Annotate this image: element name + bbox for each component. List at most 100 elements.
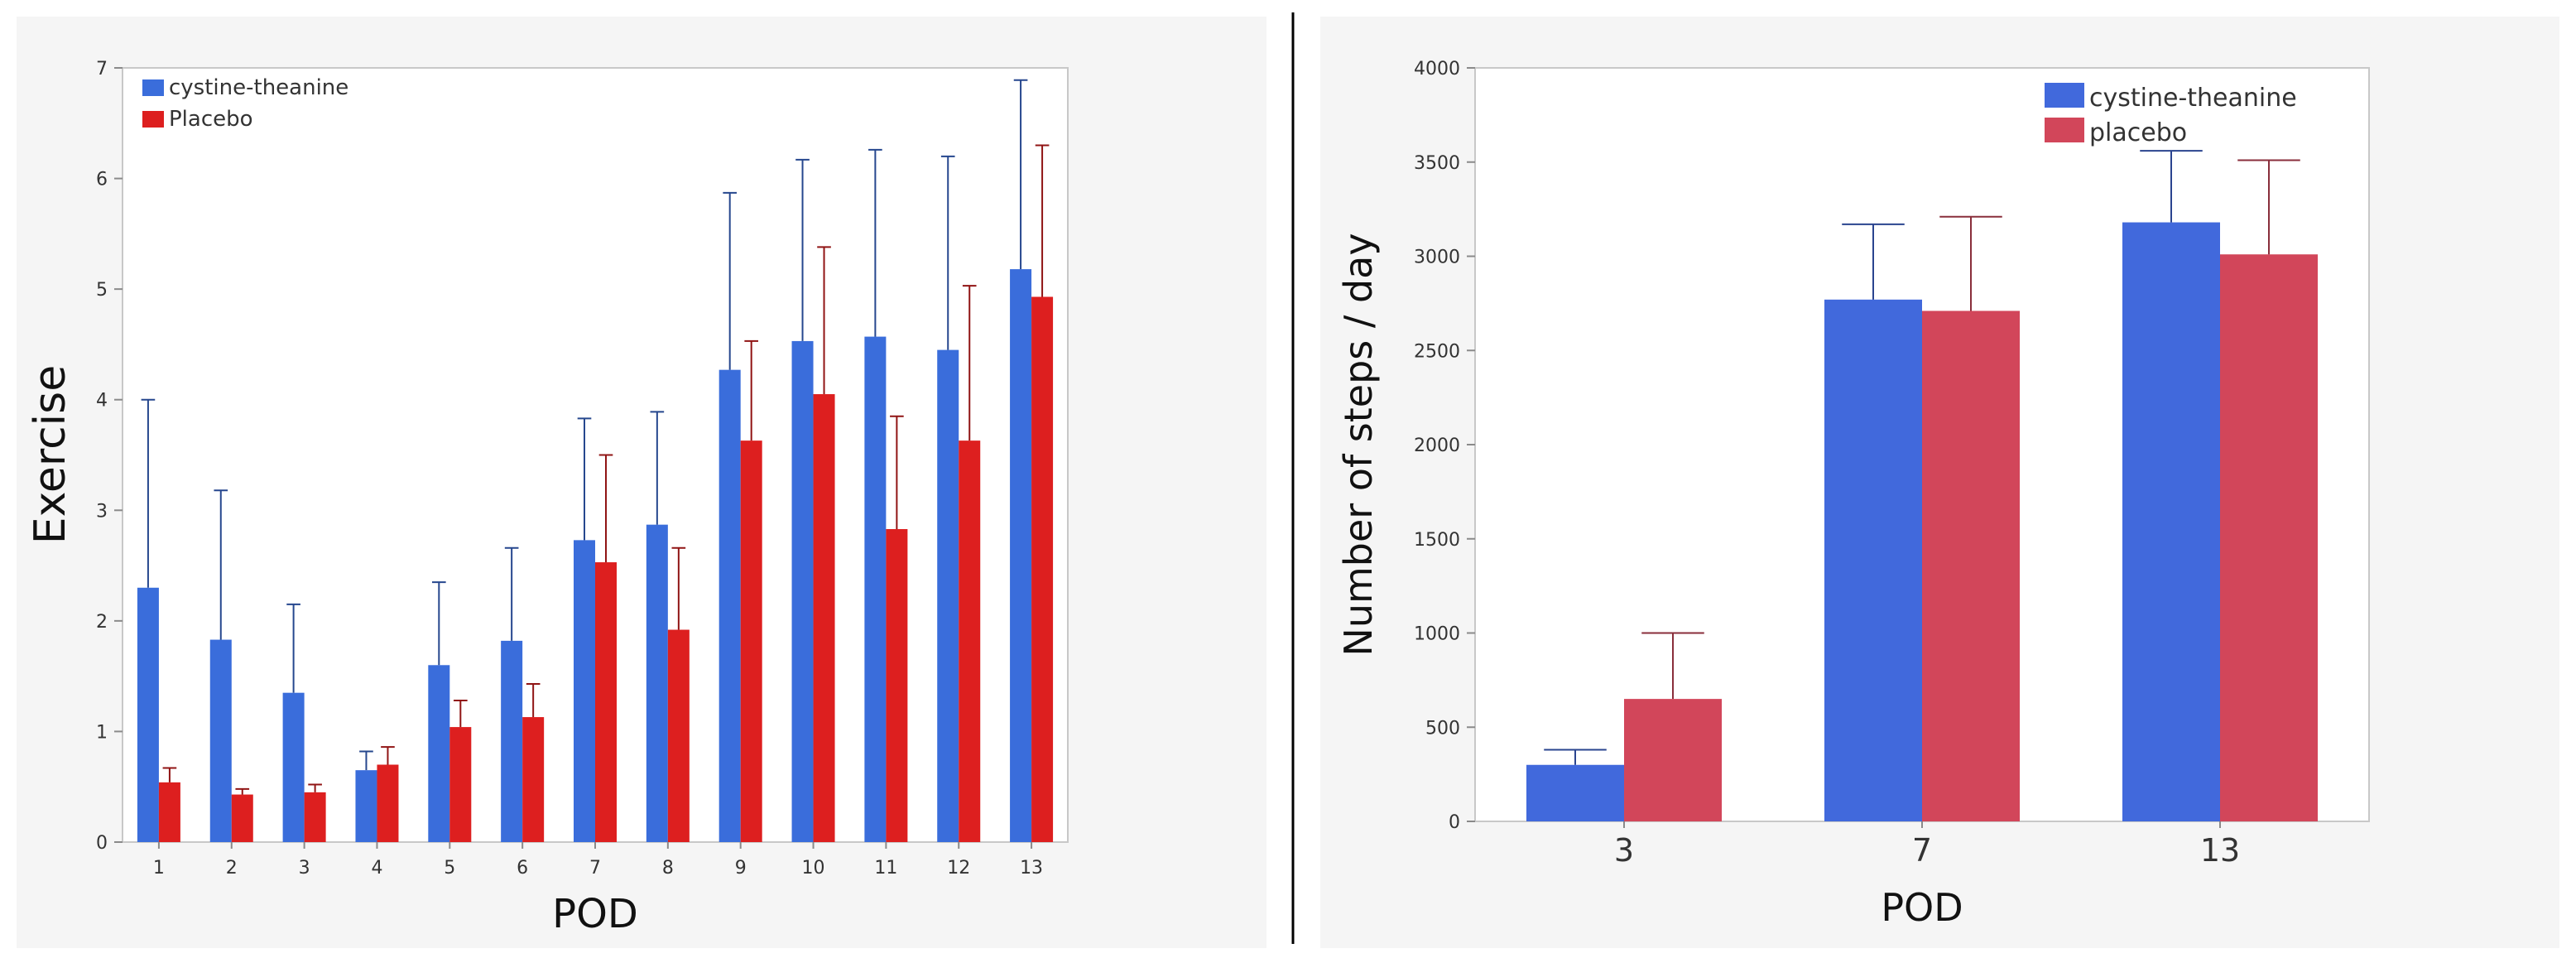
steps-legend: cystine-theanine placebo bbox=[2045, 83, 2297, 147]
steps-error-bar-placebo-pod-3 bbox=[1641, 632, 1704, 700]
steps-error-bar-cystine-theanine-pod-3 bbox=[1544, 749, 1607, 765]
exercise-bar-cystine-theanine-pod-7 bbox=[574, 540, 595, 842]
steps-bars bbox=[1526, 150, 2318, 822]
steps-y-tick-label: 2000 bbox=[1414, 436, 1460, 456]
steps-legend-swatch-placebo bbox=[2045, 118, 2084, 142]
exercise-bar-placebo-pod-5 bbox=[449, 727, 472, 842]
exercise-bar-cystine-theanine-pod-5 bbox=[428, 665, 450, 842]
exercise-error-bar-placebo-pod-9 bbox=[744, 339, 759, 441]
steps-error-bar-placebo-pod-13 bbox=[2237, 159, 2300, 255]
steps-y-tick-label: 1000 bbox=[1414, 624, 1460, 645]
exercise-error-bar-placebo-pod-12 bbox=[962, 285, 977, 441]
steps-y-tick-label: 4000 bbox=[1414, 59, 1460, 79]
exercise-error-bar-placebo-pod-8 bbox=[671, 546, 686, 630]
exercise-legend: cystine-theanine Placebo bbox=[142, 75, 348, 132]
exercise-bar-cystine-theanine-pod-1 bbox=[137, 587, 159, 842]
exercise-error-bar-placebo-pod-2 bbox=[235, 787, 250, 795]
exercise-bars bbox=[137, 79, 1054, 843]
exercise-x-tick-label: 3 bbox=[299, 858, 310, 879]
exercise-error-bar-cystine-theanine-pod-11 bbox=[868, 148, 882, 337]
exercise-bar-placebo-pod-11 bbox=[886, 528, 908, 842]
exercise-y-tick-label: 1 bbox=[96, 722, 108, 743]
exercise-error-bar-cystine-theanine-pod-10 bbox=[795, 158, 810, 341]
exercise-error-bar-cystine-theanine-pod-3 bbox=[286, 603, 300, 693]
steps-y-tick-label: 2500 bbox=[1414, 341, 1460, 362]
exercise-error-bar-cystine-theanine-pod-13 bbox=[1013, 79, 1028, 270]
exercise-bar-placebo-pod-12 bbox=[959, 440, 981, 842]
exercise-bar-cystine-theanine-pod-2 bbox=[209, 639, 232, 842]
exercise-y-ticks: 0 1 2 3 4 5 6 7 bbox=[96, 59, 123, 854]
exercise-error-bar-placebo-pod-6 bbox=[526, 682, 541, 718]
exercise-bar-placebo-pod-10 bbox=[813, 394, 835, 842]
steps-y-tick-label: 500 bbox=[1425, 718, 1460, 739]
exercise-x-tick-label: 8 bbox=[662, 858, 674, 879]
exercise-error-bar-cystine-theanine-pod-7 bbox=[577, 417, 592, 541]
exercise-x-ticks: 1 2 3 4 5 6 7 8 9 10 11 12 13 bbox=[153, 842, 1043, 879]
steps-bar-placebo-pod-7 bbox=[1922, 311, 2020, 822]
steps-legend-swatch-cystine-theanine bbox=[2045, 83, 2084, 108]
steps-bar-placebo-pod-3 bbox=[1624, 699, 1722, 821]
exercise-error-bar-cystine-theanine-pod-9 bbox=[723, 191, 738, 370]
exercise-y-tick-label: 4 bbox=[96, 391, 108, 412]
exercise-error-bar-placebo-pod-13 bbox=[1035, 144, 1050, 297]
steps-error-bar-cystine-theanine-pod-13 bbox=[2140, 150, 2203, 223]
steps-bar-cystine-theanine-pod-7 bbox=[1824, 299, 1922, 821]
exercise-x-tick-label: 5 bbox=[444, 858, 455, 879]
exercise-bar-placebo-pod-13 bbox=[1031, 296, 1054, 842]
exercise-legend-label-cystine-theanine: cystine-theanine bbox=[169, 75, 348, 100]
exercise-bar-placebo-pod-4 bbox=[377, 764, 399, 842]
steps-bar-cystine-theanine-pod-13 bbox=[2122, 222, 2220, 821]
exercise-x-tick-label: 10 bbox=[802, 858, 825, 879]
steps-y-axis-title: Number of steps / day bbox=[1336, 233, 1381, 656]
exercise-error-bar-placebo-pod-7 bbox=[598, 454, 613, 563]
exercise-error-bar-cystine-theanine-pod-12 bbox=[940, 155, 955, 350]
exercise-error-bar-placebo-pod-10 bbox=[817, 246, 831, 395]
exercise-y-tick-label: 5 bbox=[96, 280, 108, 301]
exercise-y-tick-label: 3 bbox=[96, 501, 108, 522]
steps-y-tick-label: 3000 bbox=[1414, 248, 1460, 268]
exercise-bar-cystine-theanine-pod-10 bbox=[791, 340, 814, 843]
exercise-bar-cystine-theanine-pod-11 bbox=[864, 336, 887, 842]
steps-x-tick-label: 3 bbox=[1614, 832, 1634, 869]
exercise-bar-placebo-pod-9 bbox=[740, 440, 762, 842]
exercise-bar-cystine-theanine-pod-13 bbox=[1010, 269, 1032, 843]
steps-bar-placebo-pod-13 bbox=[2220, 254, 2318, 822]
exercise-x-tick-label: 13 bbox=[1020, 858, 1043, 879]
exercise-y-tick-label: 2 bbox=[96, 612, 108, 633]
exercise-x-tick-label: 4 bbox=[371, 858, 382, 879]
exercise-bar-cystine-theanine-pod-12 bbox=[937, 349, 959, 842]
exercise-bar-cystine-theanine-pod-8 bbox=[646, 524, 668, 842]
exercise-bar-cystine-theanine-pod-6 bbox=[501, 640, 523, 842]
exercise-error-bar-cystine-theanine-pod-4 bbox=[359, 750, 373, 771]
exercise-error-bar-placebo-pod-1 bbox=[162, 767, 177, 782]
exercise-bar-placebo-pod-2 bbox=[231, 794, 253, 842]
exercise-x-tick-label: 11 bbox=[874, 858, 897, 879]
exercise-bar-cystine-theanine-pod-3 bbox=[282, 692, 305, 842]
exercise-error-bar-cystine-theanine-pod-8 bbox=[650, 411, 665, 525]
steps-y-tick-label: 3500 bbox=[1414, 153, 1460, 174]
steps-x-ticks: 3 7 13 bbox=[1614, 821, 2240, 869]
exercise-error-bar-placebo-pod-11 bbox=[890, 415, 904, 529]
exercise-bar-placebo-pod-3 bbox=[304, 792, 326, 842]
steps-legend-label-cystine-theanine: cystine-theanine bbox=[2089, 84, 2297, 113]
steps-chart-panel: 0 500 1000 1500 2000 2500 3000 3500 4000 3 7 13 cy… bbox=[1320, 17, 2559, 948]
exercise-y-tick-label: 7 bbox=[96, 59, 108, 79]
exercise-y-tick-label: 0 bbox=[96, 833, 108, 854]
steps-error-bar-cystine-theanine-pod-7 bbox=[1842, 223, 1905, 300]
steps-x-tick-label: 13 bbox=[2200, 832, 2240, 869]
exercise-bar-cystine-theanine-pod-4 bbox=[355, 770, 377, 842]
steps-y-tick-label: 1500 bbox=[1414, 530, 1460, 551]
exercise-bar-placebo-pod-7 bbox=[595, 562, 617, 842]
exercise-error-bar-placebo-pod-5 bbox=[453, 700, 468, 728]
steps-error-bar-placebo-pod-7 bbox=[1939, 215, 2002, 311]
exercise-error-bar-cystine-theanine-pod-2 bbox=[214, 489, 228, 640]
steps-bar-cystine-theanine-pod-3 bbox=[1526, 764, 1624, 821]
exercise-y-axis-title: Exercise bbox=[26, 365, 75, 544]
exercise-bar-placebo-pod-8 bbox=[667, 629, 690, 842]
exercise-x-axis-title: POD bbox=[552, 891, 638, 937]
exercise-bar-placebo-pod-6 bbox=[522, 717, 545, 842]
exercise-x-tick-label: 7 bbox=[589, 858, 601, 879]
exercise-x-tick-label: 9 bbox=[735, 858, 747, 879]
